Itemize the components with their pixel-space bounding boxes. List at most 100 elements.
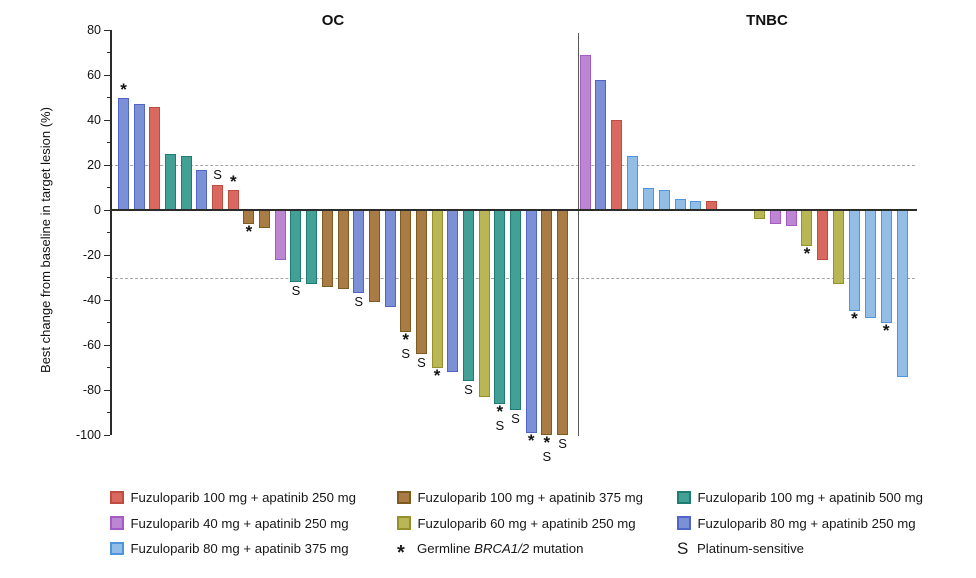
- legend-item: Fuzuloparib 80 mg + apatinib 250 mg: [677, 515, 916, 532]
- bar-oc-28: [541, 210, 553, 435]
- y-axis-tick-label: -40: [82, 292, 101, 307]
- legend-item: S Platinum-sensitive: [677, 540, 804, 557]
- legend-swatch-brown: [397, 490, 411, 505]
- y-axis-major-tick: [104, 164, 110, 166]
- platinum-legend-label: Platinum-sensitive: [697, 541, 805, 556]
- y-axis-tick-label: 40: [87, 112, 101, 127]
- brca-marker: *: [882, 320, 890, 340]
- upper-reference-line: [110, 165, 915, 166]
- zero-baseline: [110, 209, 917, 211]
- bar-oc-17: [368, 210, 380, 303]
- platinum-marker: S: [542, 449, 552, 464]
- y-axis-minor-tick: [106, 187, 110, 189]
- y-axis-major-tick: [104, 434, 110, 436]
- brca-marker: *: [543, 433, 551, 452]
- brca-marker: *: [245, 221, 253, 241]
- bar-tnbc-16: [817, 210, 829, 260]
- bar-tnbc-19: [864, 210, 876, 318]
- y-axis-major-tick: [104, 389, 110, 391]
- platinum-marker: S: [558, 436, 567, 451]
- platinum-marker: S: [511, 411, 520, 427]
- y-axis-minor-tick: [106, 232, 110, 234]
- y-axis-minor-tick: [106, 142, 110, 144]
- y-axis-tick-label: 0: [94, 202, 101, 217]
- y-axis-tick-label: -80: [82, 382, 101, 397]
- legend-item: * Germline BRCA1/2 mutation: [397, 540, 584, 564]
- bar-oc-26: [510, 210, 521, 411]
- bar-oc-25: [494, 210, 506, 404]
- y-axis-minor-tick: [106, 277, 110, 279]
- platinum-marker: S: [464, 382, 473, 397]
- y-axis-major-tick: [104, 74, 110, 76]
- bar-oc-14: [321, 210, 333, 287]
- legend-item: Fuzuloparib 60 mg + apatinib 250 mg: [397, 515, 636, 532]
- brca-marker: *: [402, 329, 410, 349]
- platinum-marker: S: [354, 294, 364, 310]
- legend-item: Fuzuloparib 100 mg + apatinib 375 mg: [397, 489, 643, 506]
- y-axis-major-tick: [104, 119, 110, 121]
- bar-tnbc-2: [595, 79, 607, 210]
- bar-tnbc-5: [642, 187, 654, 210]
- y-axis-tick-label: 60: [87, 67, 101, 82]
- bar-oc-5: [180, 156, 192, 210]
- bar-tnbc-21: [896, 210, 908, 377]
- bar-tnbc-14: [785, 210, 797, 226]
- legend-swatch-yellow: [397, 516, 411, 530]
- bar-oc-13: [306, 210, 318, 285]
- brca-marker: *: [433, 365, 441, 385]
- y-axis-major-tick: [104, 29, 110, 31]
- bar-oc-11: [274, 210, 286, 260]
- legend-label-brown: Fuzuloparib 100 mg + apatinib 375 mg: [417, 490, 643, 505]
- brca-marker: *: [229, 171, 237, 191]
- panel-divider-line: [577, 33, 579, 436]
- bar-tnbc-3: [611, 120, 623, 210]
- y-axis-tick-label: 20: [87, 157, 101, 172]
- bar-tnbc-6: [658, 189, 670, 210]
- bar-oc-8: [227, 189, 239, 210]
- legend-label-slate: Fuzuloparib 80 mg + apatinib 250 mg: [697, 515, 916, 531]
- bar-oc-4: [165, 153, 177, 210]
- brca-marker: *: [120, 79, 127, 99]
- y-axis-line: [110, 30, 112, 435]
- legend-item: Fuzuloparib 100 mg + apatinib 500 mg: [677, 489, 923, 506]
- platinum-marker: S: [401, 345, 411, 361]
- legend-swatch-teal: [677, 490, 691, 505]
- legend-item: Fuzuloparib 100 mg + apatinib 250 mg: [110, 489, 356, 506]
- brca-legend-symbol: *: [397, 541, 405, 564]
- bar-oc-20: [415, 210, 427, 354]
- legend-swatch-sky: [110, 541, 124, 556]
- brca-marker: *: [803, 244, 811, 263]
- legend-swatch-slate: [677, 516, 691, 530]
- y-axis-label: Best change from baseline in target lesi…: [38, 107, 53, 373]
- bar-oc-29: [557, 210, 569, 435]
- y-axis-major-tick: [104, 344, 110, 346]
- y-axis-minor-tick: [106, 367, 110, 369]
- brca-legend-label: Germline BRCA1/2 mutation: [417, 541, 584, 556]
- bar-oc-16: [353, 210, 365, 294]
- bar-tnbc-12: [753, 210, 765, 219]
- platinum-marker: S: [417, 355, 426, 370]
- bar-oc-12: [290, 210, 302, 282]
- platinum-marker: S: [213, 167, 222, 183]
- y-axis-tick-label: -60: [82, 337, 101, 352]
- y-axis-major-tick: [104, 254, 110, 256]
- brca-marker: *: [496, 401, 504, 421]
- y-axis-tick-label: -20: [82, 247, 101, 262]
- y-axis-tick-label: -100: [75, 427, 101, 442]
- legend-label-purple: Fuzuloparib 40 mg + apatinib 250 mg: [130, 515, 349, 531]
- platinum-marker: S: [291, 283, 301, 298]
- legend-item: Fuzuloparib 80 mg + apatinib 375 mg: [110, 540, 349, 557]
- bar-oc-24: [478, 210, 490, 397]
- bar-oc-27: [525, 210, 537, 433]
- bar-oc-18: [384, 210, 396, 307]
- bar-oc-21: [431, 210, 443, 368]
- y-axis-minor-tick: [106, 322, 110, 324]
- bar-tnbc-1: [579, 54, 591, 210]
- bar-tnbc-17: [833, 210, 845, 285]
- bar-oc-15: [337, 210, 349, 289]
- brca-marker: *: [851, 309, 858, 329]
- bar-oc-1: [118, 97, 129, 210]
- bar-tnbc-13: [769, 210, 781, 224]
- bar-oc-23: [462, 210, 474, 381]
